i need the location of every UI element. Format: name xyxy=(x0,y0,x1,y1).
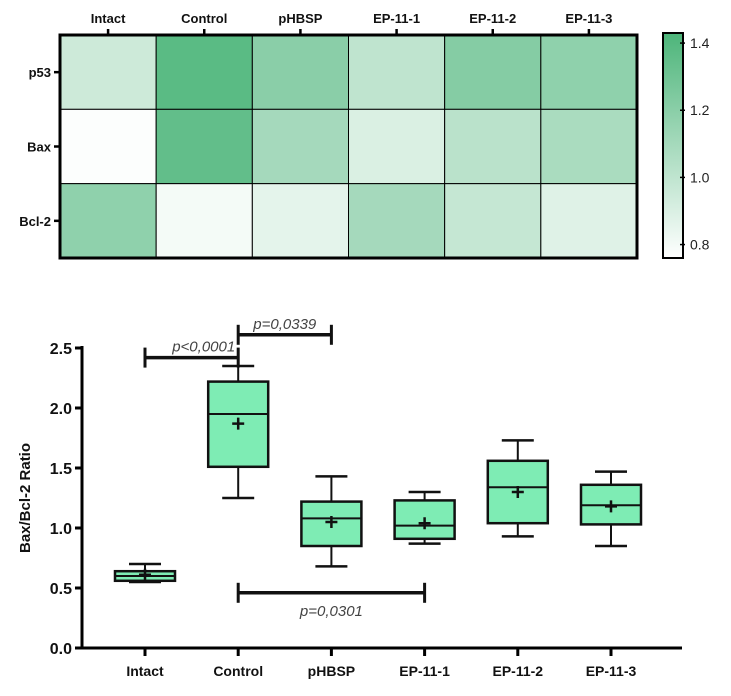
column-label: EP-11-1 xyxy=(373,11,420,26)
y-tick-label: 2.0 xyxy=(50,401,72,418)
heatmap-cell xyxy=(251,34,349,110)
colorbar-tick-label: 1.4 xyxy=(690,35,710,51)
mean-marker xyxy=(418,517,431,530)
p-value-label: p=0,0339 xyxy=(252,316,317,333)
y-tick-label: 1.0 xyxy=(50,521,72,538)
heatmap-cell xyxy=(59,34,157,110)
heatmap-cell xyxy=(155,108,253,185)
mean-marker xyxy=(325,516,338,528)
heatmap-cell xyxy=(540,34,638,110)
heatmap-cell xyxy=(444,183,542,259)
colorbar-tick-label: 1.0 xyxy=(690,169,710,185)
box xyxy=(486,459,550,525)
heatmap-cell xyxy=(444,108,542,185)
column-label: EP-11-3 xyxy=(565,11,612,26)
p-value-label: p<0,0001 xyxy=(171,339,235,356)
colorbar-tick-label: 1.2 xyxy=(690,102,710,118)
x-tick-label: EP-11-3 xyxy=(586,663,637,679)
mean-marker xyxy=(232,417,245,430)
heatmap-cell xyxy=(540,183,638,259)
row-label: Bcl-2 xyxy=(19,214,51,229)
colorbar xyxy=(662,32,684,259)
x-tick-label: EP-11-1 xyxy=(399,663,450,679)
heatmap-cell xyxy=(348,183,446,259)
x-tick-label: Control xyxy=(213,663,263,679)
column-label: pHBSP xyxy=(278,11,322,26)
y-tick-label: 0.0 xyxy=(50,641,72,658)
row-label: Bax xyxy=(27,140,52,155)
column-label: Control xyxy=(181,11,227,26)
x-tick-label: EP-11-2 xyxy=(493,663,544,679)
heatmap-cell xyxy=(348,108,446,185)
x-tick-label: Intact xyxy=(126,663,164,679)
heatmap-cell xyxy=(155,183,253,259)
mean-marker xyxy=(511,486,524,498)
heatmap-cell xyxy=(540,108,638,185)
column-label: EP-11-2 xyxy=(469,11,516,26)
heatmap-cell xyxy=(59,108,157,185)
heatmap-cell xyxy=(155,34,253,110)
row-label: p53 xyxy=(29,65,51,80)
p-value-label: p=0,0301 xyxy=(299,603,363,620)
y-tick-label: 0.5 xyxy=(50,581,72,598)
heatmap-cell xyxy=(59,183,157,259)
mean-marker xyxy=(139,568,151,581)
colorbar-tick-label: 0.8 xyxy=(690,237,710,253)
x-tick-label: pHBSP xyxy=(308,663,355,679)
heatmap-cell xyxy=(251,108,349,185)
y-axis-label: Bax/Bcl-2 Ratio xyxy=(17,443,34,553)
mean-marker xyxy=(605,500,617,513)
heatmap-cell xyxy=(444,34,542,110)
heatmap-border xyxy=(58,33,639,260)
y-tick-label: 1.5 xyxy=(50,461,72,478)
y-tick-label: 2.5 xyxy=(50,341,72,358)
column-label: Intact xyxy=(91,11,126,26)
heatmap-cell xyxy=(348,34,446,110)
heatmap-cell xyxy=(251,183,349,259)
